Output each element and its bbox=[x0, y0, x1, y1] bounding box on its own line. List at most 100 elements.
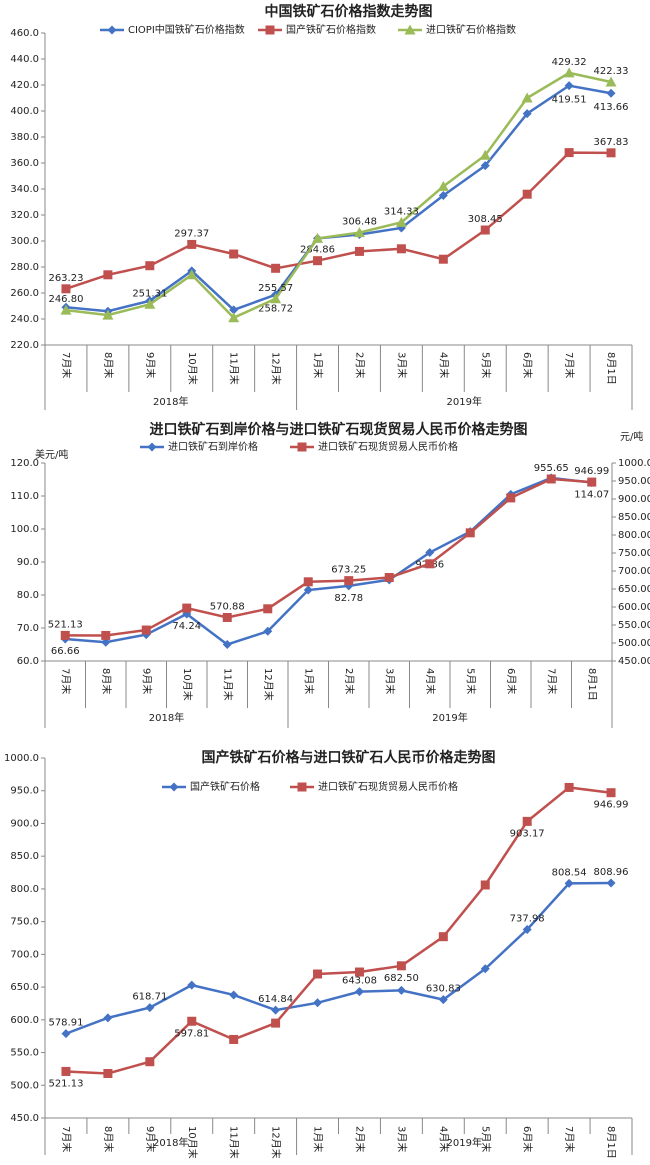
y2-tick-label: 750.00 bbox=[618, 548, 650, 559]
data-point bbox=[303, 585, 313, 595]
data-label: 429.32 bbox=[552, 57, 587, 68]
x-tick-label: 9月末 bbox=[144, 1126, 157, 1152]
data-point bbox=[60, 630, 70, 640]
y-tick-label: 220.0 bbox=[10, 340, 39, 351]
data-point bbox=[354, 987, 364, 997]
legend-marker bbox=[265, 25, 275, 35]
x-tick-label: 1月末 bbox=[312, 352, 325, 378]
y-tick-label: 110.0 bbox=[10, 491, 39, 502]
y-axis-title: 美元/吨 bbox=[35, 448, 68, 461]
data-label: 630.83 bbox=[426, 984, 461, 995]
data-point bbox=[229, 1034, 239, 1044]
y-tick-label: 100.0 bbox=[10, 524, 39, 535]
x-group-label: 2019年 bbox=[447, 395, 482, 408]
x-tick-label: 8月末 bbox=[100, 668, 113, 694]
data-label: 246.80 bbox=[48, 294, 83, 305]
data-point bbox=[564, 148, 574, 158]
data-point bbox=[506, 493, 516, 503]
y2-tick-label: 850.00 bbox=[618, 512, 650, 523]
data-point bbox=[587, 477, 597, 487]
x-tick-label: 10月末 bbox=[181, 668, 194, 701]
y-tick-label: 280.0 bbox=[10, 262, 39, 273]
y-tick-label: 320.0 bbox=[10, 210, 39, 221]
data-label: 74.24 bbox=[172, 621, 201, 632]
data-label: 643.08 bbox=[342, 976, 377, 987]
data-point bbox=[61, 1066, 71, 1076]
x-tick-label: 1月末 bbox=[302, 668, 315, 694]
y-tick-label: 60.0 bbox=[17, 656, 39, 667]
data-label: 258.72 bbox=[258, 304, 293, 315]
x-tick-label: 12月末 bbox=[262, 668, 275, 701]
data-label: 114.07 bbox=[574, 490, 609, 501]
x-tick-label: 4月末 bbox=[437, 1126, 450, 1152]
data-point bbox=[480, 225, 490, 235]
legend-marker bbox=[107, 25, 117, 35]
chart-title: 进口铁矿石到岸价格与进口铁矿石现货贸易人民币价格走势图 bbox=[150, 421, 528, 438]
x-tick-label: 8月末 bbox=[102, 1126, 115, 1152]
data-point bbox=[103, 1013, 113, 1023]
data-point bbox=[353, 227, 365, 238]
x-tick-label: 7月末 bbox=[59, 668, 72, 694]
x-tick-label: 7月末 bbox=[60, 352, 73, 378]
y2-tick-label: 550.00 bbox=[618, 620, 650, 631]
data-point bbox=[437, 180, 449, 191]
data-label: 570.88 bbox=[210, 601, 245, 612]
x-tick-label: 10月末 bbox=[186, 352, 199, 385]
data-point bbox=[438, 254, 448, 264]
data-point bbox=[303, 577, 313, 587]
data-point bbox=[606, 148, 616, 158]
y2-tick-label: 500.00 bbox=[618, 638, 650, 649]
x-tick-label: 9月末 bbox=[140, 668, 153, 694]
data-point bbox=[222, 612, 232, 622]
y-tick-label: 800.0 bbox=[10, 884, 39, 895]
data-point bbox=[480, 964, 490, 974]
y-tick-label: 340.0 bbox=[10, 184, 39, 195]
x-tick-label: 8月1日 bbox=[605, 352, 617, 385]
y-tick-label: 420.0 bbox=[10, 80, 39, 91]
y-tick-label: 900.0 bbox=[10, 818, 39, 829]
data-point bbox=[563, 67, 575, 78]
data-point bbox=[479, 149, 491, 160]
data-label: 306.48 bbox=[342, 217, 377, 228]
data-label: 255.57 bbox=[258, 283, 293, 294]
x-tick-label: 11月末 bbox=[221, 668, 234, 701]
data-point bbox=[522, 189, 532, 199]
x-tick-label: 10月末 bbox=[186, 1126, 199, 1159]
x-tick-label: 8月1日 bbox=[605, 1126, 617, 1159]
series-line bbox=[65, 476, 592, 646]
data-label: 419.51 bbox=[552, 95, 587, 106]
legend-label: 进口铁矿石现货贸易人民币价格 bbox=[318, 440, 458, 453]
y-tick-label: 550.0 bbox=[10, 1048, 39, 1059]
x-group-label: 2018年 bbox=[149, 711, 184, 724]
y-tick-label: 440.0 bbox=[10, 54, 39, 65]
data-point bbox=[395, 216, 407, 227]
y2-axis-title: 元/吨 bbox=[620, 430, 643, 443]
legend-marker bbox=[297, 442, 307, 452]
y-tick-label: 360.0 bbox=[10, 158, 39, 169]
x-tick-label: 7月末 bbox=[60, 1126, 73, 1152]
data-point bbox=[228, 312, 240, 323]
data-point bbox=[425, 559, 435, 569]
data-label: 66.66 bbox=[51, 646, 80, 657]
data-point bbox=[144, 298, 156, 309]
data-label: 413.66 bbox=[594, 102, 629, 113]
data-label: 422.33 bbox=[594, 66, 629, 77]
y-tick-label: 460.0 bbox=[10, 28, 39, 39]
x-tick-label: 3月末 bbox=[383, 668, 396, 694]
y-tick-label: 600.0 bbox=[10, 1015, 39, 1026]
data-point bbox=[546, 474, 556, 484]
data-point bbox=[480, 880, 490, 890]
data-label: 955.65 bbox=[534, 463, 569, 474]
data-point bbox=[480, 161, 490, 171]
x-group-label: 2019年 bbox=[447, 1136, 482, 1149]
data-point bbox=[145, 261, 155, 271]
x-tick-label: 11月末 bbox=[228, 1126, 241, 1159]
data-point bbox=[102, 309, 114, 320]
x-tick-label: 7月末 bbox=[545, 668, 558, 694]
data-point bbox=[187, 239, 197, 249]
legend-label: 国产铁矿石价格 bbox=[190, 780, 260, 793]
data-point bbox=[187, 1016, 197, 1026]
data-point bbox=[344, 576, 354, 586]
x-tick-label: 6月末 bbox=[505, 668, 518, 694]
y-tick-label: 300.0 bbox=[10, 236, 39, 247]
